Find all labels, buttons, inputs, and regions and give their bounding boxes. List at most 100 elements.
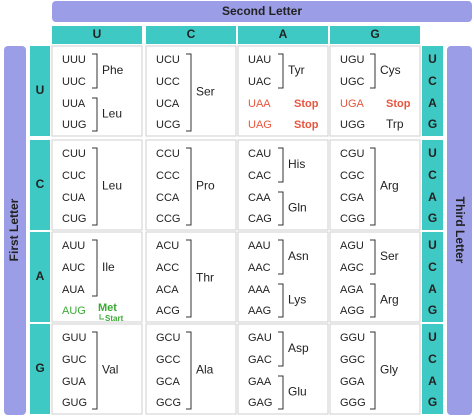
codon: GAA — [248, 376, 272, 388]
codon: UGG — [340, 119, 365, 131]
codon: CCC — [156, 170, 180, 182]
bracket — [278, 191, 284, 226]
second-base: C — [187, 27, 196, 41]
second-base-header — [146, 26, 236, 44]
codon: GGC — [340, 354, 365, 366]
third-base: A — [428, 190, 437, 204]
bracket — [92, 239, 98, 297]
codon: UAC — [248, 76, 271, 88]
codon: CAA — [248, 192, 271, 204]
codon: CUG — [62, 213, 86, 225]
codon: CGC — [340, 170, 365, 182]
first-letter-bar — [4, 46, 26, 415]
codon: AAG — [248, 305, 271, 317]
start-note: Start — [105, 314, 124, 323]
codon: AUA — [62, 284, 85, 296]
codon: UAA — [248, 98, 271, 110]
codon: CUC — [62, 170, 86, 182]
bracket — [186, 331, 192, 410]
codon: UCA — [156, 98, 180, 110]
first-base: G — [35, 361, 44, 375]
codon: CGU — [340, 148, 365, 160]
amino-acid: Met — [98, 302, 117, 314]
amino-acid: Ser — [196, 85, 215, 99]
amino-acid: Ala — [196, 363, 214, 377]
amino-acid: Cys — [380, 63, 401, 77]
amino-acid: Stop — [294, 119, 319, 131]
bracket — [278, 53, 284, 89]
codon: ACG — [156, 305, 180, 317]
codon: CGA — [340, 192, 365, 204]
amino-acid: His — [288, 157, 305, 171]
third-base: A — [428, 374, 437, 388]
amino-acid: Phe — [102, 63, 124, 77]
amino-acid: Gln — [288, 201, 307, 215]
codon: AGU — [340, 240, 364, 252]
amino-acid: Stop — [386, 98, 411, 110]
amino-acid: Leu — [102, 179, 122, 193]
second-base: G — [370, 27, 379, 41]
third-base-column — [422, 232, 443, 322]
codon: UUA — [62, 98, 86, 110]
amino-acid: Gly — [380, 363, 398, 377]
codon: UUU — [62, 54, 86, 66]
third-base: G — [428, 303, 437, 317]
bracket — [370, 239, 376, 275]
codon: UGU — [340, 54, 365, 66]
first-base: C — [36, 177, 45, 191]
third-base: A — [428, 282, 437, 296]
codon: CUA — [62, 192, 86, 204]
codon: CGG — [340, 213, 365, 225]
codon: GUA — [62, 376, 87, 388]
first-base: U — [36, 83, 45, 97]
third-letter-title: Third Letter — [453, 197, 467, 264]
amino-acid: Pro — [196, 179, 215, 193]
third-base: G — [428, 395, 437, 409]
third-base-column — [422, 324, 443, 414]
codon: GUC — [62, 354, 87, 366]
codon: UUC — [62, 76, 86, 88]
first-base-cell — [30, 140, 50, 230]
amino-acid: Leu — [102, 107, 122, 121]
second-letter-title: Second Letter — [222, 4, 302, 18]
codon: GCG — [156, 397, 181, 409]
third-base: C — [428, 260, 437, 274]
third-base: U — [428, 146, 437, 160]
second-letter-bar — [52, 1, 472, 22]
third-base: U — [428, 238, 437, 252]
bracket — [278, 331, 284, 367]
codon: UAU — [248, 54, 271, 66]
amino-acid: Arg — [380, 179, 399, 193]
codon: UGA — [340, 98, 365, 110]
second-base-header — [330, 26, 420, 44]
codon: CAG — [248, 213, 272, 225]
bracket — [370, 53, 376, 89]
bracket — [278, 283, 284, 318]
codon: GGG — [340, 397, 366, 409]
first-base: A — [36, 269, 45, 283]
second-base-header — [52, 26, 142, 44]
codon: CAU — [248, 148, 271, 160]
third-base: A — [428, 96, 437, 110]
bracket — [186, 53, 192, 132]
codon: GCA — [156, 376, 181, 388]
third-base-column — [422, 140, 443, 230]
codon: ACC — [156, 262, 179, 274]
amino-acid: Arg — [380, 293, 399, 307]
codon: UGC — [340, 76, 365, 88]
codon: GAG — [248, 397, 272, 409]
codon: AAU — [248, 240, 271, 252]
bracket — [278, 375, 284, 410]
bracket — [370, 283, 376, 318]
codon: UCU — [156, 54, 180, 66]
codon: UCC — [156, 76, 180, 88]
third-base: U — [428, 52, 437, 66]
codon: ACU — [156, 240, 179, 252]
codon: CUU — [62, 148, 86, 160]
second-base: U — [93, 27, 102, 41]
codon: AUG — [62, 305, 86, 317]
bracket — [370, 331, 376, 410]
codon: CCU — [156, 148, 180, 160]
codon: AUU — [62, 240, 85, 252]
